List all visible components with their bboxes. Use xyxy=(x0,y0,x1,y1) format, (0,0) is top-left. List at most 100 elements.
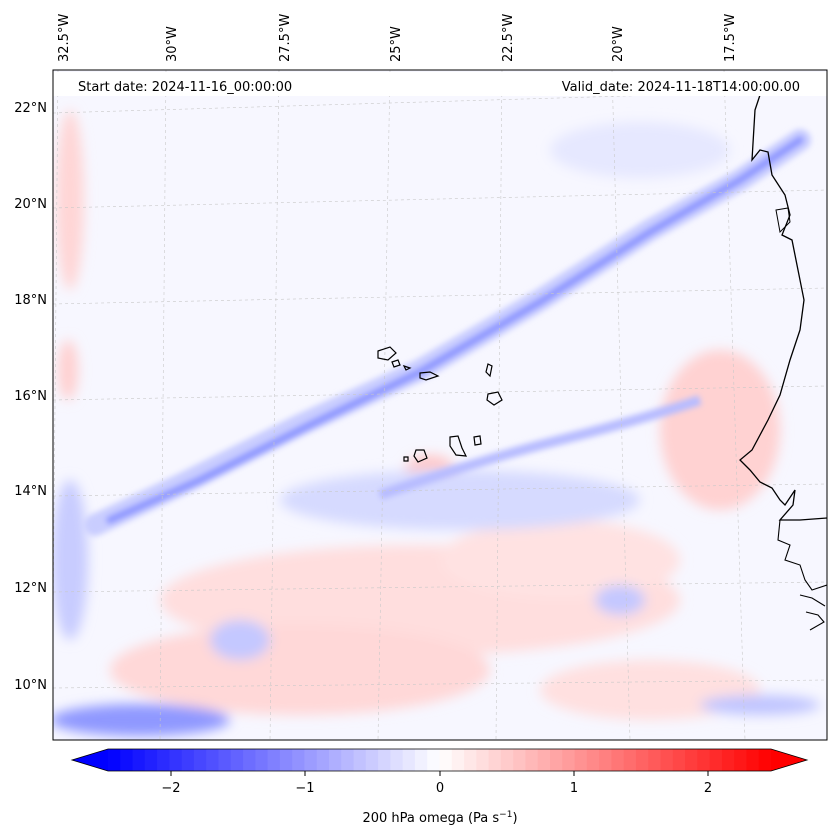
colorbar-segment xyxy=(672,749,686,771)
graticule xyxy=(53,70,827,740)
colorbar-tick-label: −2 xyxy=(161,781,180,796)
colorbar-segments xyxy=(108,749,772,771)
island xyxy=(485,363,493,378)
island xyxy=(391,359,401,368)
colorbar-segment xyxy=(108,749,121,771)
colorbar-segment xyxy=(648,749,662,771)
colorbar-segment xyxy=(279,749,293,771)
colorbar-segment xyxy=(721,749,735,771)
gridline xyxy=(159,70,167,740)
start-date-label: Start date: 2024-11-16_00:00:00 xyxy=(78,80,292,95)
colorbar-segment xyxy=(611,749,625,771)
colorbar-segment xyxy=(402,749,416,771)
colorbar-segment xyxy=(586,749,600,771)
colorbar-segment xyxy=(157,749,170,771)
cape-verde-islands xyxy=(377,346,503,463)
colorbar-tick-label: −1 xyxy=(295,781,314,796)
gridline xyxy=(495,70,503,740)
lat-label-16n: 16°N xyxy=(14,389,47,404)
colorbar-tick-label: 2 xyxy=(704,781,712,796)
lon-label-32-5w: 32.5°W xyxy=(57,14,72,62)
lat-label-22n: 22°N xyxy=(14,101,47,116)
map-frame xyxy=(52,69,828,741)
colorbar-segment xyxy=(353,749,367,771)
colorbar-segment xyxy=(193,749,207,771)
colorbar-segment xyxy=(599,749,612,771)
coastline-south xyxy=(777,519,827,631)
colorbar-segment xyxy=(635,749,649,771)
lat-label-18n: 18°N xyxy=(14,293,47,308)
colorbar-segment xyxy=(427,749,441,771)
positive-patch xyxy=(58,340,78,400)
colorbar-extend-max xyxy=(771,749,807,771)
secondary-band xyxy=(378,395,702,500)
colorbar-segment xyxy=(746,749,760,771)
colorbar-segment xyxy=(439,749,453,771)
colorbar-segment xyxy=(243,749,256,771)
colorbar-label-sup: −1 xyxy=(499,810,512,820)
gridline xyxy=(723,70,746,740)
colorbar-segment xyxy=(144,749,158,771)
colorbar-tick-label: 0 xyxy=(436,781,444,796)
latitude-labels: 22°N 20°N 18°N 16°N 14°N 12°N 10°N xyxy=(14,101,47,693)
colorbar-segment xyxy=(464,749,477,771)
colorbar-segment xyxy=(488,749,502,771)
gridline xyxy=(269,70,280,740)
colorbar-segment xyxy=(500,749,514,771)
coastline-detail xyxy=(775,207,791,234)
negative-patch xyxy=(280,470,640,530)
longitude-labels: 32.5°W 30°W 27.5°W 25°W 22.5°W 20°W 17.5… xyxy=(57,14,738,62)
lon-label-30w: 30°W xyxy=(165,26,180,62)
colorbar-segment xyxy=(341,749,355,771)
colorbar-label: 200 hPa omega (Pa s−1) xyxy=(362,810,517,826)
lat-label-12n: 12°N xyxy=(14,581,47,596)
negative-patch xyxy=(595,585,645,615)
colorbar-segment xyxy=(230,749,244,771)
positive-patch xyxy=(56,110,84,290)
colorbar-label-end: ) xyxy=(512,811,517,826)
island xyxy=(449,435,468,457)
colorbar-segment xyxy=(476,749,490,771)
gridline xyxy=(611,70,631,740)
colorbar-segment xyxy=(267,749,281,771)
negative-patch xyxy=(53,704,230,736)
colorbar-segment xyxy=(206,749,220,771)
colorbar-segment xyxy=(709,749,723,771)
lon-label-20w: 20°W xyxy=(611,26,626,62)
island xyxy=(402,364,412,371)
island xyxy=(419,371,440,381)
colorbar-outline xyxy=(70,748,809,772)
colorbar-segment xyxy=(132,749,146,771)
lat-label-10n: 10°N xyxy=(14,678,47,693)
lat-label-14n: 14°N xyxy=(14,484,47,499)
colorbar-segment xyxy=(414,749,428,771)
date-header-strip xyxy=(53,72,827,96)
negative-patch xyxy=(210,620,270,660)
colorbar-extend-min xyxy=(72,749,108,771)
island xyxy=(403,456,409,462)
lon-label-27-5w: 27.5°W xyxy=(278,14,293,62)
colorbar-ticks xyxy=(170,771,709,776)
lon-label-22-5w: 22.5°W xyxy=(501,14,516,62)
colorbar-segment xyxy=(169,749,183,771)
colorbar-segment xyxy=(562,749,576,771)
island xyxy=(413,449,428,463)
colorbar-segment xyxy=(390,749,404,771)
positive-patch xyxy=(440,520,680,600)
colorbar-segment xyxy=(525,749,539,771)
colorbar-segment xyxy=(218,749,232,771)
colorbar-label-main: 200 hPa omega (Pa s xyxy=(362,811,499,826)
colorbar-segment xyxy=(378,749,391,771)
island xyxy=(473,435,482,446)
colorbar: −2 −1 0 1 2 200 hPa omega (Pa s−1) xyxy=(70,748,809,826)
positive-patch xyxy=(110,625,490,715)
colorbar-segment xyxy=(181,749,195,771)
colorbar-segment xyxy=(316,749,330,771)
colorbar-segment xyxy=(574,749,588,771)
gridline xyxy=(377,70,391,740)
negative-patch xyxy=(700,695,820,715)
colorbar-segment xyxy=(513,749,527,771)
jet-band-core xyxy=(106,136,804,524)
colorbar-segment xyxy=(304,749,318,771)
